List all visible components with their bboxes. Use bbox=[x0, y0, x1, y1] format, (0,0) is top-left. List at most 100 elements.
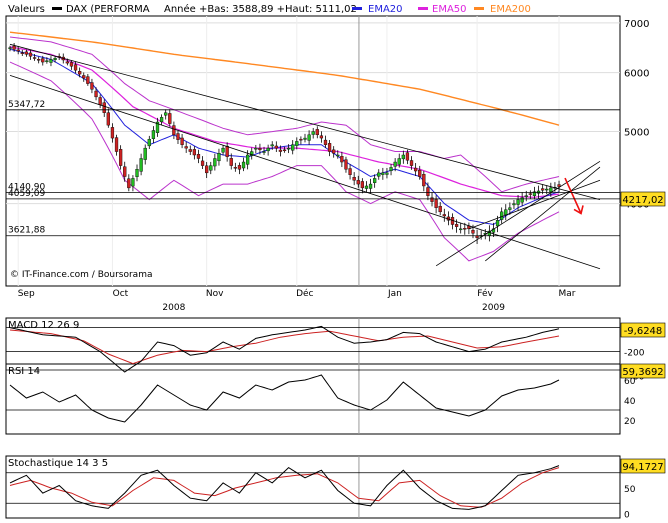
candle-body bbox=[299, 138, 303, 141]
candle-body bbox=[37, 59, 41, 61]
macd-value: -9,6248 bbox=[624, 326, 663, 337]
candle-body bbox=[217, 153, 221, 162]
candle-body bbox=[53, 57, 57, 60]
legend-ema200: EMA200 bbox=[490, 4, 531, 15]
candle-body bbox=[118, 149, 123, 166]
candle-body bbox=[368, 183, 373, 189]
bollinger-upper-line bbox=[9, 36, 560, 193]
y-tick-6000: 6000 bbox=[624, 69, 649, 80]
candle-body bbox=[250, 151, 254, 156]
candle-body bbox=[409, 160, 414, 166]
candle-body bbox=[385, 172, 389, 175]
candle-body bbox=[303, 137, 307, 140]
macd-line bbox=[9, 325, 560, 373]
month-label-Mar: Mar bbox=[559, 289, 576, 299]
candle-body bbox=[78, 71, 82, 75]
candle-body bbox=[291, 144, 295, 151]
candle-body bbox=[159, 117, 164, 123]
candle-body bbox=[98, 97, 102, 105]
candle-body bbox=[377, 172, 381, 177]
candle-body bbox=[397, 158, 401, 165]
candle-body bbox=[143, 147, 147, 160]
candle-body bbox=[418, 169, 422, 177]
rsi-tick-40: 40 bbox=[624, 397, 636, 407]
candle-body bbox=[278, 149, 283, 152]
candle-body bbox=[123, 166, 127, 177]
candle-body bbox=[184, 146, 188, 149]
stoch-value: 94,1727 bbox=[622, 462, 663, 473]
rsi-title: RSI 14 bbox=[8, 366, 40, 377]
level-label-4059,09: 4059,09 bbox=[8, 189, 45, 199]
rsi-tick-20: 20 bbox=[624, 417, 636, 427]
candle-body bbox=[274, 145, 278, 149]
candle-body bbox=[110, 127, 115, 139]
candle-body bbox=[405, 152, 410, 161]
level-label-5347,72: 5347,72 bbox=[8, 100, 45, 110]
candle-body bbox=[471, 230, 475, 234]
candles-layer bbox=[8, 42, 561, 244]
legend-ema20: EMA20 bbox=[368, 4, 403, 15]
candle-body bbox=[254, 147, 258, 150]
candle-body bbox=[69, 62, 74, 67]
candle-body bbox=[127, 178, 131, 189]
candle-body bbox=[12, 45, 16, 50]
month-label-Sep: Sep bbox=[18, 289, 35, 299]
candle-body bbox=[24, 51, 29, 55]
uptrend-line-1 bbox=[435, 160, 601, 267]
y-tick-5000: 5000 bbox=[624, 128, 649, 139]
y-tick-7000: 7000 bbox=[624, 19, 649, 30]
legend-range: Année +Bas: 3588,89 +Haut: 5111,02 bbox=[164, 3, 357, 15]
candle-body bbox=[246, 154, 250, 165]
candle-body bbox=[438, 205, 442, 213]
candle-body bbox=[151, 130, 156, 139]
candle-body bbox=[532, 191, 537, 196]
legend-symbol: DAX (PERFORMA bbox=[66, 4, 150, 15]
year-label-2009: 2009 bbox=[482, 303, 505, 313]
candle-body bbox=[323, 139, 328, 145]
candle-body bbox=[86, 76, 90, 84]
candle-body bbox=[348, 168, 352, 175]
legend-ema50-swatch bbox=[418, 7, 428, 10]
candle-body bbox=[8, 47, 12, 49]
candle-body bbox=[155, 121, 160, 133]
candle-body bbox=[315, 129, 319, 136]
candle-body bbox=[319, 135, 324, 139]
candle-body bbox=[524, 195, 528, 197]
ema20-line bbox=[9, 48, 560, 226]
candle-body bbox=[41, 58, 45, 63]
candle-body bbox=[516, 199, 520, 205]
macd-value-box bbox=[620, 322, 666, 338]
forecast-arrow-head bbox=[573, 205, 584, 215]
candle-body bbox=[229, 158, 233, 166]
candle-body bbox=[336, 154, 340, 157]
macd-title: MACD 12 26 9 bbox=[8, 320, 79, 331]
candle-body bbox=[65, 61, 69, 64]
candle-body bbox=[520, 197, 524, 203]
stoch-value-box bbox=[620, 458, 666, 474]
candle-body bbox=[164, 112, 168, 116]
candle-body bbox=[188, 149, 192, 152]
candle-body bbox=[180, 137, 184, 145]
candle-body bbox=[332, 149, 336, 154]
candle-body bbox=[549, 187, 553, 192]
legend-ema50: EMA50 bbox=[432, 4, 467, 15]
channel-lower-trendline bbox=[9, 74, 601, 270]
candle-body bbox=[541, 188, 545, 191]
candle-body bbox=[422, 174, 426, 187]
candle-body bbox=[209, 165, 213, 171]
candle-body bbox=[20, 52, 24, 54]
channel-upper-trendline bbox=[9, 43, 601, 201]
candle-body bbox=[504, 209, 508, 215]
last-price-value: 4217,02 bbox=[622, 195, 663, 206]
candle-body bbox=[381, 172, 385, 175]
candle-body bbox=[114, 137, 119, 152]
candle-body bbox=[389, 167, 393, 171]
month-label-Jan: Jan bbox=[387, 289, 402, 299]
candle-body bbox=[434, 199, 438, 208]
candle-body bbox=[176, 133, 180, 140]
candle-body bbox=[82, 75, 86, 79]
candle-body bbox=[360, 181, 364, 189]
candle-body bbox=[147, 138, 151, 147]
candle-body bbox=[364, 185, 369, 189]
